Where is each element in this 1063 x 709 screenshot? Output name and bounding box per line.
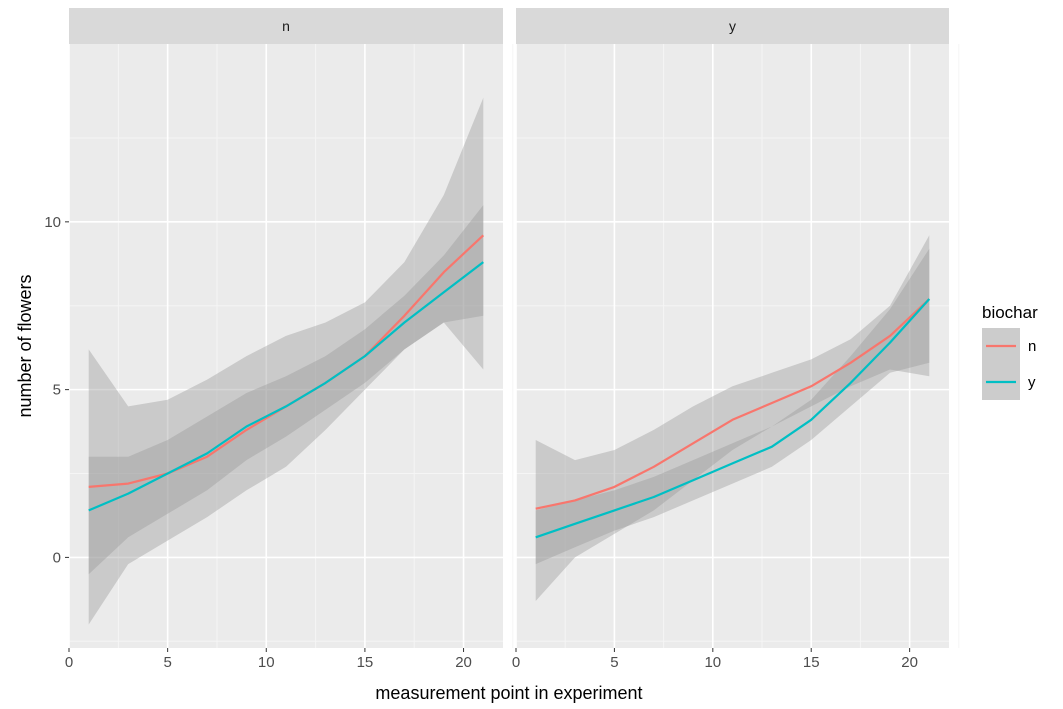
facet-strip <box>69 8 503 44</box>
facet-strip <box>516 8 949 44</box>
series-line-n <box>535 298 931 510</box>
x-tick-label: 10 <box>258 654 275 671</box>
confidence-ribbon-y <box>88 205 484 575</box>
x-axis-title: measurement point in experiment <box>375 683 642 703</box>
x-tick-label: 20 <box>455 654 472 671</box>
x-tick-label: 20 <box>901 654 918 671</box>
x-tick-label: 0 <box>65 654 73 671</box>
legend: biochar n y <box>982 303 1038 400</box>
panel-background <box>69 44 503 648</box>
legend-label-y: y <box>1028 374 1036 391</box>
confidence-ribbon-y <box>535 248 930 565</box>
y-tick-label: 10 <box>44 214 61 231</box>
x-tick-label: 10 <box>704 654 721 671</box>
y-tick-label: 5 <box>53 382 61 399</box>
x-tick-label: 5 <box>610 654 618 671</box>
legend-label-n: n <box>1028 338 1036 355</box>
confidence-ribbon-n <box>88 97 484 625</box>
x-tick-label: 5 <box>163 654 171 671</box>
facet-strip-label: n <box>282 18 290 34</box>
series-line-y <box>535 298 931 539</box>
y-tick-label: 0 <box>53 549 61 566</box>
panel-y: y 0 5 10 15 20 <box>512 8 960 671</box>
confidence-ribbon-n <box>535 235 930 602</box>
y-axis-title: number of flowers <box>15 274 35 417</box>
facet-strip-label: y <box>729 18 736 34</box>
series-line-y <box>88 261 484 512</box>
facet-panels: n 0 5 10 15 20 0 5 10 y 0 5 10 15 20 <box>44 8 960 671</box>
panel-n: n 0 5 10 15 20 0 5 10 <box>44 8 514 671</box>
x-tick-label: 15 <box>357 654 374 671</box>
x-tick-label: 15 <box>803 654 820 671</box>
x-tick-label: 0 <box>512 654 520 671</box>
legend-title: biochar <box>982 303 1038 322</box>
